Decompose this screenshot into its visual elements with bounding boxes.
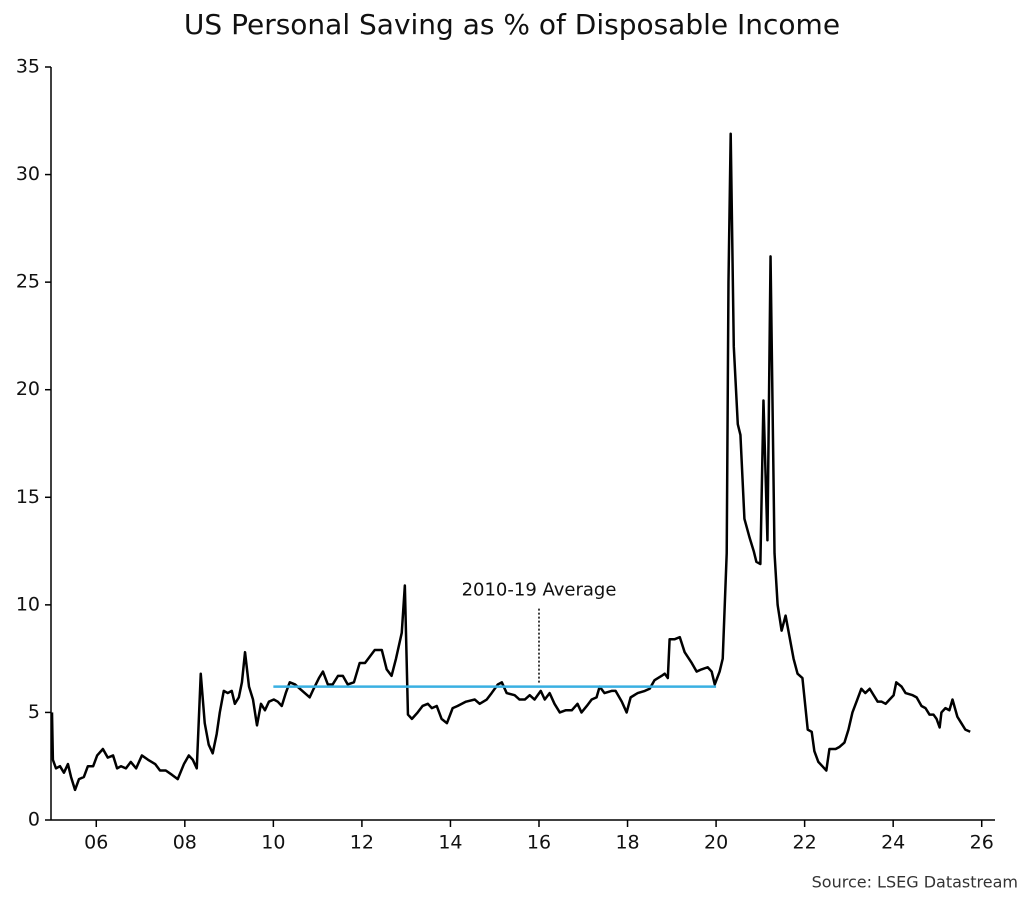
x-tick-label: 16: [527, 832, 551, 854]
annotation-label: 2010-19 Average: [462, 580, 617, 601]
y-tick-label: 10: [16, 593, 40, 615]
x-tick-label: 06: [84, 832, 108, 854]
y-tick-label: 30: [16, 163, 40, 185]
x-tick-label: 20: [704, 832, 728, 854]
x-tick-label: 10: [261, 832, 285, 854]
y-tick-label: 20: [16, 378, 40, 400]
x-tick-label: 24: [881, 832, 905, 854]
x-tick-label: 26: [970, 832, 994, 854]
y-tick-label: 25: [16, 271, 40, 293]
chart-title: US Personal Saving as % of Disposable In…: [184, 8, 840, 41]
y-tick-label: 35: [16, 56, 40, 78]
x-tick-label: 08: [173, 832, 197, 854]
x-tick-label: 22: [793, 832, 817, 854]
y-tick-label: 15: [16, 486, 40, 508]
y-tick-label: 0: [28, 809, 40, 831]
x-tick-label: 14: [438, 832, 462, 854]
y-tick-label: 5: [28, 701, 40, 723]
saving-line: [50, 132, 971, 792]
source-note: Source: LSEG Datastream: [812, 873, 1018, 892]
x-tick-label: 18: [615, 832, 639, 854]
x-tick-label: 12: [350, 832, 374, 854]
